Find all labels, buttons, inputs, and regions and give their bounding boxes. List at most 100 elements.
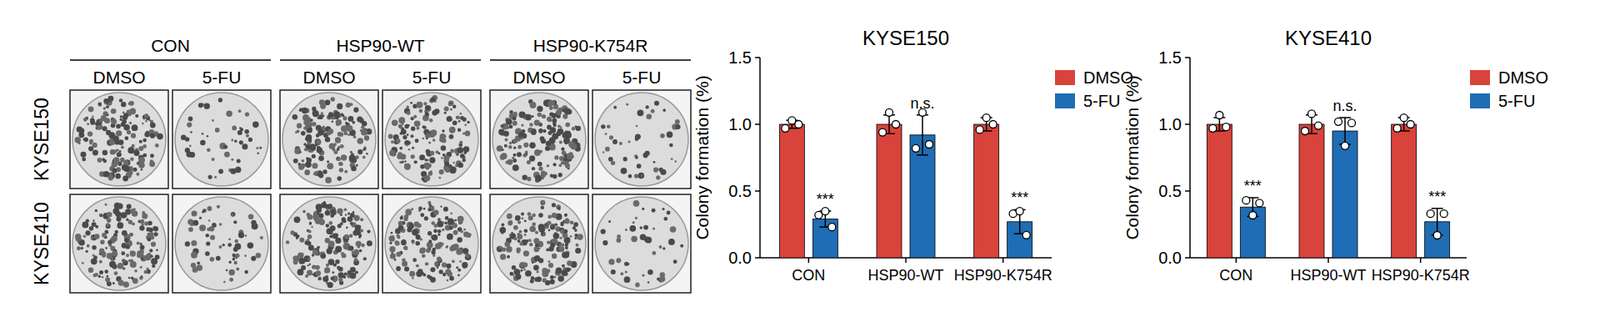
colony — [129, 232, 134, 237]
colony — [149, 160, 155, 167]
colony — [145, 120, 147, 122]
colony — [180, 134, 186, 140]
x-tick — [1420, 257, 1422, 263]
colony — [313, 172, 316, 175]
colony — [311, 106, 316, 111]
data-point — [821, 207, 830, 215]
legend-swatch — [1470, 93, 1490, 109]
colony — [115, 173, 121, 180]
colony — [411, 240, 415, 244]
colony — [285, 240, 290, 244]
colony — [99, 248, 105, 254]
colony — [232, 257, 236, 261]
colony — [92, 149, 99, 155]
colony — [151, 264, 155, 268]
colony — [360, 125, 365, 129]
colony — [444, 220, 448, 225]
colony — [509, 233, 512, 236]
plate-dish — [385, 196, 479, 290]
colony — [520, 216, 524, 220]
colony — [188, 226, 194, 232]
data-point — [912, 144, 920, 152]
colony — [134, 269, 138, 273]
colony — [546, 240, 550, 244]
colony — [437, 229, 442, 234]
annotation: n.s. — [1332, 97, 1357, 115]
colony — [310, 225, 313, 228]
colony — [418, 206, 423, 211]
y-tick-label: 1.0 — [1158, 115, 1182, 134]
colony — [360, 217, 364, 221]
data-point — [1406, 120, 1415, 129]
colony — [400, 153, 406, 160]
colony — [608, 156, 614, 162]
colony-plate — [280, 194, 379, 293]
colony — [353, 249, 360, 255]
colony — [338, 266, 344, 272]
plate-dish — [282, 196, 376, 290]
colony — [365, 152, 369, 155]
colony — [529, 155, 535, 161]
colony — [110, 108, 117, 115]
colony — [460, 230, 464, 234]
colony — [325, 176, 332, 184]
colony — [99, 270, 104, 275]
colony — [398, 116, 405, 124]
colony — [322, 169, 327, 174]
colony — [398, 225, 404, 230]
colony-plate — [382, 194, 481, 293]
colony — [350, 221, 354, 225]
colony — [501, 246, 506, 251]
colony — [557, 275, 565, 282]
colony — [519, 241, 523, 245]
colony — [337, 131, 343, 137]
colony — [547, 101, 553, 107]
colony — [319, 99, 325, 105]
y-axis-label: Colony formation (%) — [692, 75, 712, 240]
colony — [124, 237, 129, 242]
colony — [103, 106, 106, 110]
colony — [446, 233, 454, 240]
colony — [234, 242, 241, 250]
y-tick — [1185, 256, 1190, 259]
colony — [441, 242, 445, 245]
colony — [190, 130, 193, 134]
colony — [563, 137, 570, 145]
data-point — [1348, 119, 1356, 127]
colony — [530, 115, 534, 118]
colony — [336, 208, 343, 215]
colony — [299, 107, 303, 111]
colony — [130, 133, 136, 139]
colony — [115, 130, 122, 136]
colony — [400, 215, 404, 220]
colony — [449, 126, 456, 134]
colony — [643, 225, 649, 230]
colony — [302, 210, 306, 214]
colony — [419, 248, 425, 254]
colony — [573, 221, 579, 227]
colony — [450, 148, 455, 153]
error-stem — [888, 115, 890, 134]
colony — [336, 147, 340, 151]
colony — [99, 260, 103, 264]
colony — [218, 169, 224, 175]
colony — [149, 248, 153, 252]
colony — [445, 268, 451, 275]
colony — [437, 217, 441, 221]
colony-plate — [592, 90, 691, 189]
bar — [779, 124, 805, 258]
colony — [439, 136, 445, 142]
colony — [653, 166, 659, 172]
colony-plate — [70, 194, 169, 293]
colony — [563, 156, 568, 161]
plate-frame — [70, 90, 169, 189]
colony — [425, 137, 429, 140]
colony — [557, 128, 565, 135]
colony — [439, 169, 445, 175]
y-tick — [755, 190, 760, 192]
plate-dish — [595, 196, 689, 290]
colony — [404, 124, 409, 129]
colony — [81, 156, 86, 161]
colony — [105, 105, 110, 109]
colony — [525, 114, 532, 121]
